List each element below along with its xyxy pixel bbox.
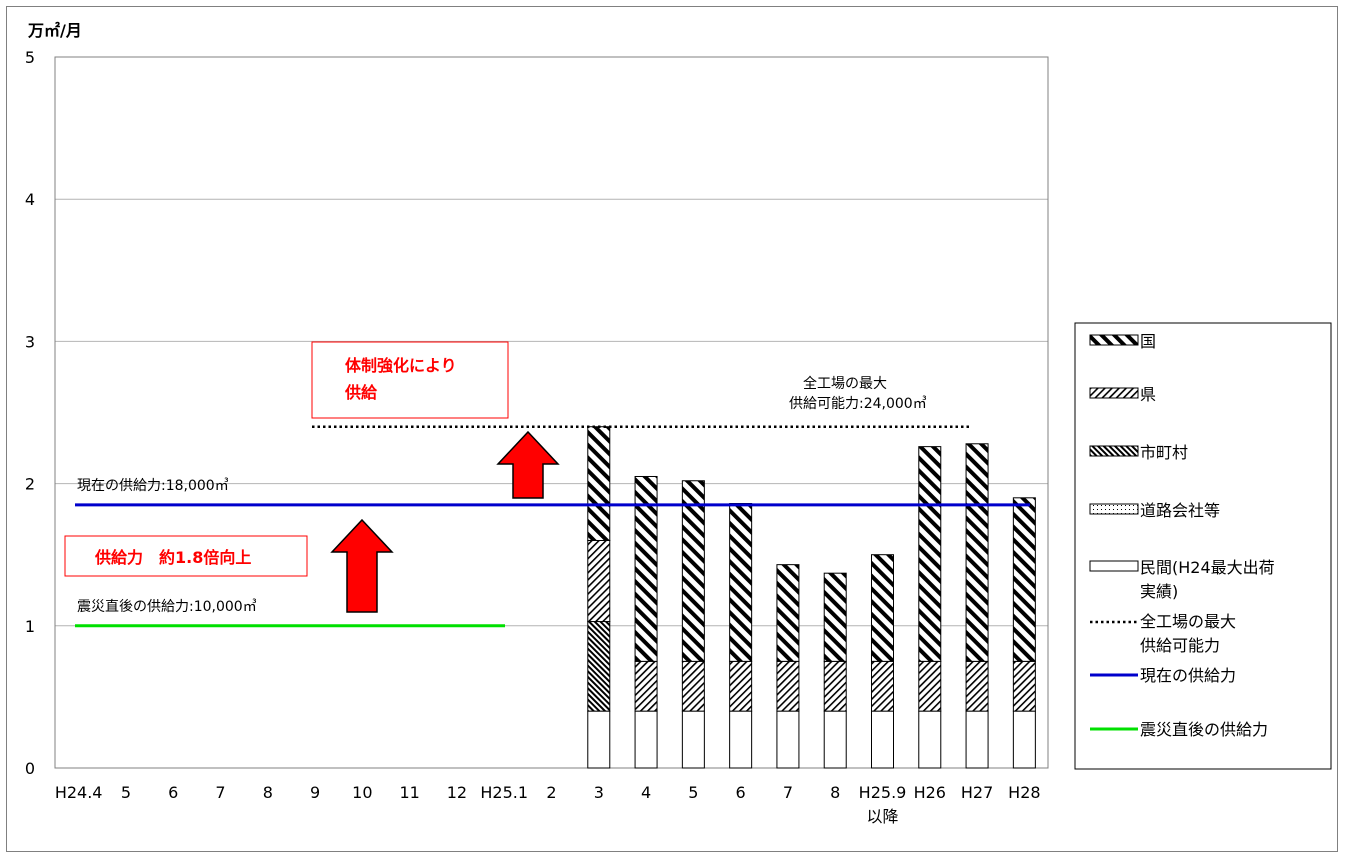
bar-segment — [965, 660, 989, 712]
ref-label-max-capacity-line2: 供給可能力:24,000㎥ — [789, 396, 927, 412]
bar-segment — [871, 554, 894, 662]
bar-segment — [681, 660, 705, 712]
legend-swatch-shichoson — [1089, 445, 1139, 457]
legend-label-minkan-line1: 民間(H24最大出荷 — [1140, 558, 1275, 577]
legend-label-kuni: 国 — [1140, 332, 1156, 351]
legend-label-initial-supply: 震災直後の供給力 — [1140, 720, 1268, 739]
bar-segment — [918, 710, 942, 769]
legend: 国 県 市町村 道路会社等 民間(H24最大出荷 実績) 全工場の最大 供給可能… — [1074, 322, 1332, 770]
legend-swatch-ken — [1089, 387, 1139, 399]
x-tick-label: 12 — [447, 783, 467, 802]
x-tick-label: 6 — [168, 783, 178, 802]
bar-segment — [587, 710, 611, 769]
legend-swatch-minkan — [1089, 560, 1139, 572]
legend-label-minkan-line2: 実績) — [1140, 582, 1178, 601]
x-tick-label: 6 — [736, 783, 746, 802]
ref-label-max-capacity-line1: 全工場の最大 — [803, 375, 887, 392]
x-tick-label: 3 — [594, 783, 604, 802]
bar-segment — [776, 564, 800, 662]
bar-segment — [587, 426, 611, 541]
x-axis-ticks: H24.4 5 6 7 8 9 10 11 12 H25.1 2 3 4 5 6 7 8 H25.9 以降 H26 H2… — [55, 783, 1041, 826]
annotation-strengthened-line2: 供給 — [344, 383, 378, 402]
x-tick-label: 7 — [215, 783, 225, 802]
bar-segment — [918, 446, 942, 662]
x-tick-label: 8 — [263, 783, 273, 802]
bar-segment — [1012, 660, 1036, 712]
up-arrow-icon — [330, 518, 394, 613]
x-tick-label: 7 — [783, 783, 793, 802]
bar-segment — [729, 660, 753, 712]
annotation-strengthened-line1: 体制強化により — [345, 356, 457, 375]
x-tick-label: H25.9 — [859, 783, 907, 802]
legend-swatch-doro — [1089, 503, 1139, 515]
y-tick-label: 1 — [25, 617, 35, 636]
bar-segment — [965, 710, 989, 769]
bar-segment — [729, 503, 753, 662]
x-tick-label: H28 — [1008, 783, 1040, 802]
bar-segment — [1012, 710, 1036, 769]
bar-segment — [729, 710, 753, 769]
legend-label-current-supply: 現在の供給力 — [1140, 666, 1236, 685]
bar-segment — [871, 660, 894, 712]
x-tick-label: 9 — [310, 783, 320, 802]
legend-swatch-kuni — [1089, 334, 1139, 346]
bar-segment — [823, 660, 847, 712]
legend-label-shichoson: 市町村 — [1140, 443, 1188, 462]
bar-segment — [681, 710, 705, 769]
bar-segment — [776, 660, 800, 712]
legend-label-ken: 県 — [1140, 385, 1156, 404]
bar-segment — [823, 710, 847, 769]
bar-segment — [587, 539, 611, 623]
bar-segment — [965, 443, 989, 662]
up-arrow-icon-2 — [496, 430, 560, 499]
plot-area — [54, 56, 1049, 769]
y-unit-label: 万㎡/月 — [27, 21, 82, 40]
ref-label-current-supply: 現在の供給力:18,000㎥ — [77, 478, 229, 494]
legend-label-doro: 道路会社等 — [1140, 501, 1220, 520]
bar-segment — [918, 660, 942, 712]
x-tick-label: H27 — [961, 783, 993, 802]
bar-segment — [871, 710, 894, 769]
bar-segment — [634, 475, 658, 662]
y-tick-label: 0 — [25, 759, 35, 778]
bar-segment — [634, 660, 658, 712]
x-tick-label: 5 — [121, 783, 131, 802]
x-tick-label: 11 — [399, 783, 419, 802]
bar-segment — [587, 621, 611, 712]
x-tick-label: H26 — [914, 783, 946, 802]
bar-segment — [1012, 497, 1036, 662]
legend-label-max-capacity-line2: 供給可能力 — [1140, 636, 1220, 655]
x-tick-label: 4 — [641, 783, 651, 802]
x-tick-label: H25.1 — [480, 783, 528, 802]
bar-segment — [681, 480, 705, 662]
annotation-increase: 供給力 約1.8倍向上 — [94, 548, 251, 567]
y-tick-label: 5 — [25, 48, 35, 67]
legend-label-max-capacity-line1: 全工場の最大 — [1140, 612, 1236, 631]
bar-segment — [776, 710, 800, 769]
ref-label-initial-supply: 震災直後の供給力:10,000㎥ — [77, 598, 257, 615]
bar-segment — [823, 572, 847, 662]
y-tick-label: 4 — [25, 190, 35, 209]
x-tick-label: 5 — [688, 783, 698, 802]
bar-segment — [634, 710, 658, 769]
x-tick-label: 2 — [546, 783, 556, 802]
x-tick-label: 8 — [830, 783, 840, 802]
chart-frame — [6, 6, 1338, 852]
annotation-box-strengthened — [311, 341, 509, 419]
x-tick-label: H24.4 — [55, 783, 103, 802]
bars — [587, 426, 1036, 769]
y-tick-label: 3 — [25, 332, 35, 351]
y-axis-ticks: 0 1 2 3 4 5 — [25, 48, 35, 778]
y-tick-label: 2 — [25, 475, 35, 494]
annotation-box-increase — [64, 535, 308, 577]
x-tick-label: 10 — [352, 783, 372, 802]
x-tick-label: 以降 — [866, 807, 898, 826]
